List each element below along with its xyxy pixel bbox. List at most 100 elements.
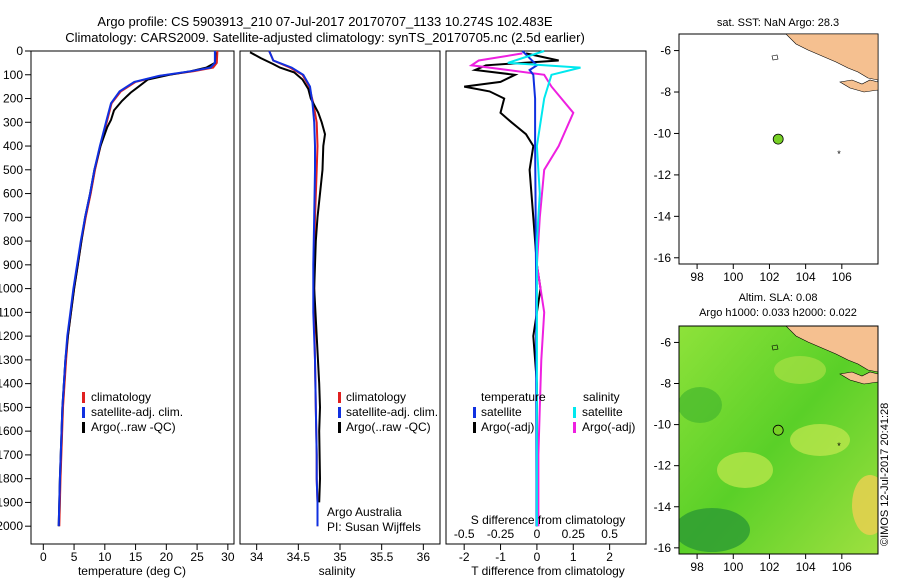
sst-map-axes: 98 100 102 104 106 -6 -8 -10 -12 -14 -16 [654, 44, 852, 284]
legend-swatch-climatology [82, 392, 85, 403]
legend-swatch-t-satellite [473, 407, 476, 418]
temperature-tick-label: 20 [160, 550, 174, 564]
longitude-tick-label: 102 [759, 560, 779, 574]
sla-peak-patch [852, 475, 878, 535]
difference-plot-frame [445, 50, 647, 545]
sst-map: sat. SST: NaN Argo: 28.3 * 98 100 102 104 10… [654, 17, 879, 284]
depth-tick-label: 1900 [0, 495, 23, 509]
sla-map-subtitle: Argo h1000: 0.033 h2000: 0.022 [699, 307, 857, 319]
temperature-tick-label: 15 [129, 550, 143, 564]
satellite-salinity-diff-line [507, 50, 581, 527]
pi-label: PI: Susan Wijffels [327, 520, 421, 534]
t-diff-x-label: T difference from climatology [471, 564, 625, 578]
legend-title-temperature: temperature [481, 390, 546, 404]
salinity-tick-label: 35.5 [370, 550, 394, 564]
difference-panel: -2 -1 0 1 2 -0.5 -0.25 0 0.25 0.5 S difference f… [445, 50, 647, 578]
sst-map-frame [678, 33, 879, 265]
legend-label-climatology: climatology [346, 390, 406, 404]
latitude-tick-label: -16 [654, 541, 672, 555]
sla-map-axes: 98 100 102 104 106 -6 -8 -10 -12 -14 -16 [654, 335, 852, 574]
temperature-tick-label: 30 [221, 550, 235, 564]
latitude-tick-label: -14 [654, 500, 672, 514]
legend-swatch-argo [338, 422, 341, 433]
s-diff-x-axis: -0.5 -0.25 0 0.25 0.5 [454, 527, 618, 541]
latitude-tick-label: -10 [654, 126, 672, 140]
latitude-tick-label: -12 [654, 168, 672, 182]
legend-swatch-satellite [338, 407, 341, 418]
java-coast [839, 79, 878, 93]
t-diff-tick-label: 2 [606, 550, 613, 564]
christmas-island-marker: * [837, 441, 841, 451]
salinity-tick-label: 34.5 [287, 550, 311, 564]
depth-tick-label: 700 [3, 210, 23, 224]
longitude-tick-label: 106 [832, 270, 852, 284]
depth-tick-label: 1500 [0, 400, 23, 414]
salinity-legend: climatology satellite-adj. clim. Argo(..… [338, 390, 438, 434]
legend-swatch-s-argo [573, 422, 576, 433]
depth-tick-label: 1800 [0, 472, 23, 486]
latitude-tick-label: -6 [660, 44, 671, 58]
argo-position-marker [772, 424, 784, 436]
latitude-tick-label: -16 [654, 251, 672, 265]
island-outline [771, 344, 779, 351]
legend-swatch-s-satellite [573, 407, 576, 418]
depth-tick-label: 500 [3, 163, 23, 177]
sla-map: Altim. SLA: 0.08 Argo h1000: 0.033 h2000… [654, 292, 879, 574]
temperature-plot-frame [30, 50, 235, 545]
t-diff-tick-label: -1 [495, 550, 506, 564]
sla-high-patch [790, 424, 850, 456]
sla-field: * [679, 326, 878, 554]
sla-map-frame [678, 325, 879, 555]
difference-profile-lines [464, 50, 581, 527]
depth-tick-label: 300 [3, 115, 23, 129]
depth-tick-label: 2000 [0, 519, 23, 533]
salinity-tick-label: 36 [417, 550, 431, 564]
salinity-tick-label: 35 [333, 550, 347, 564]
depth-axis: 0 100 200 300 400 500 600 700 800 900 1000 1100 1200… [0, 44, 31, 533]
argo-salinity-diff-line [468, 52, 575, 527]
salinity-plot-frame [239, 50, 441, 545]
sumatra-coast [785, 326, 878, 373]
legend-swatch-argo [82, 422, 85, 433]
depth-tick-label: 1300 [0, 353, 23, 367]
s-diff-tick-label: -0.5 [454, 527, 475, 541]
longitude-tick-label: 98 [690, 270, 704, 284]
depth-tick-label: 800 [3, 234, 23, 248]
difference-legend: temperature salinity satellite Argo(-adj… [473, 390, 635, 434]
longitude-tick-label: 104 [796, 270, 816, 284]
temperature-tick-label: 10 [98, 550, 112, 564]
depth-tick-label: 900 [3, 258, 23, 272]
depth-tick-label: 1400 [0, 377, 23, 391]
t-diff-tick-label: 0 [534, 550, 541, 564]
latitude-tick-label: -6 [660, 335, 671, 349]
latitude-tick-label: -12 [654, 459, 672, 473]
depth-tick-label: 0 [16, 44, 23, 58]
argo-owner-label: Argo Australia [327, 505, 402, 519]
t-diff-x-axis: -2 -1 0 1 2 [459, 544, 613, 564]
legend-swatch-climatology [338, 392, 341, 403]
satellite-temperature-line [57, 51, 216, 527]
temperature-legend: climatology satellite-adj. clim. Argo(..… [82, 390, 183, 434]
salinity-x-axis: 34 34.5 35 35.5 36 [250, 544, 430, 564]
longitude-tick-label: 106 [832, 560, 852, 574]
legend-label-satellite: satellite-adj. clim. [346, 405, 438, 419]
t-diff-tick-label: -2 [459, 550, 470, 564]
legend-swatch-satellite [82, 407, 85, 418]
satellite-salinity-line [268, 50, 319, 527]
latitude-tick-label: -8 [660, 377, 671, 391]
s-diff-label: S difference from climatology [471, 513, 626, 527]
legend-label-t-argo: Argo(-adj) [481, 420, 534, 434]
sst-map-title: sat. SST: NaN Argo: 28.3 [717, 17, 839, 29]
depth-tick-label: 1600 [0, 424, 23, 438]
temperature-x-label: temperature (deg C) [78, 564, 186, 578]
temperature-x-axis: 0 5 10 15 20 25 30 [40, 544, 235, 564]
figure-title-line1: Argo profile: CS 5903913_210 07-Jul-2017… [97, 14, 553, 29]
argo-salinity-line [249, 51, 327, 503]
sla-high-patch [717, 452, 773, 488]
island-outline [771, 54, 779, 61]
temperature-tick-label: 5 [71, 550, 78, 564]
s-diff-tick-label: 0.5 [601, 527, 618, 541]
depth-tick-label: 1100 [0, 305, 23, 319]
figure-title-line2: Climatology: CARS2009. Satellite-adjuste… [65, 30, 585, 45]
